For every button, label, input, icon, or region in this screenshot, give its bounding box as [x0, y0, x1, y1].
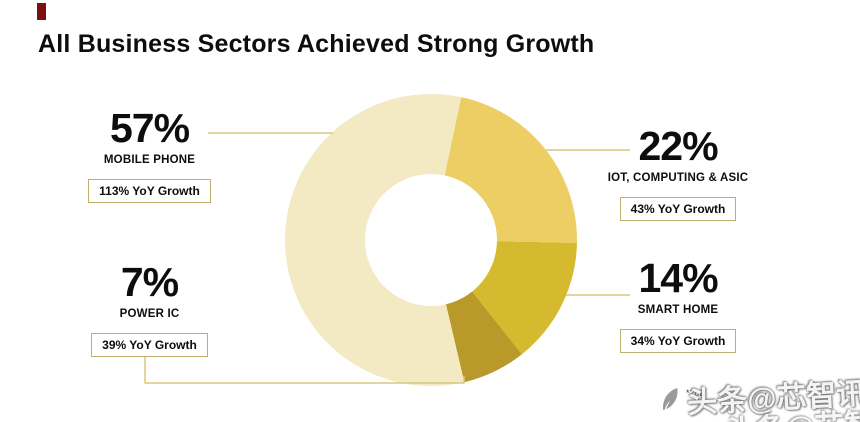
feather-icon — [662, 388, 678, 411]
growth-badge-iot: 43% YoY Growth — [619, 197, 737, 221]
sector-label-power-ic: POWER IC — [119, 308, 180, 320]
percent-value-iot: 22% — [638, 123, 718, 169]
callout-power-ic: 7% POWER IC 39% YoY Growth — [72, 262, 227, 357]
sector-label-iot: IOT, COMPUTING & ASIC — [607, 172, 749, 184]
red-accent-bar — [37, 3, 46, 20]
watermark-text: 头条@芯智讯 — [686, 377, 860, 420]
percent-value-power-ic: 7% — [120, 259, 179, 305]
page-title: All Business Sectors Achieved Strong Gro… — [38, 30, 595, 58]
callout-iot: 22% IOT, COMPUTING & ASIC 43% YoY Growth — [593, 126, 763, 221]
callout-mobile-phone: 57% MOBILE PHONE 113% YoY Growth — [72, 108, 227, 203]
percent-value-smart-home: 14% — [638, 255, 718, 301]
donut-chart — [285, 94, 577, 386]
sector-label-smart-home: SMART HOME — [637, 304, 719, 316]
footnote: *202 — [686, 388, 705, 398]
percent-value-mobile-phone: 57% — [109, 105, 190, 151]
watermark-text-clipped: 头条@芯智讯 — [724, 397, 860, 422]
callout-smart-home: 14% SMART HOME 34% YoY Growth — [593, 258, 763, 353]
watermark-clipped: 头条@芯智讯 — [724, 397, 860, 422]
donut-hole — [365, 174, 497, 306]
growth-badge-smart-home: 34% YoY Growth — [619, 329, 737, 353]
growth-badge-power-ic: 39% YoY Growth — [91, 333, 208, 357]
growth-badge-mobile-phone: 113% YoY Growth — [88, 179, 211, 203]
sector-label-mobile-phone: MOBILE PHONE — [103, 154, 196, 166]
